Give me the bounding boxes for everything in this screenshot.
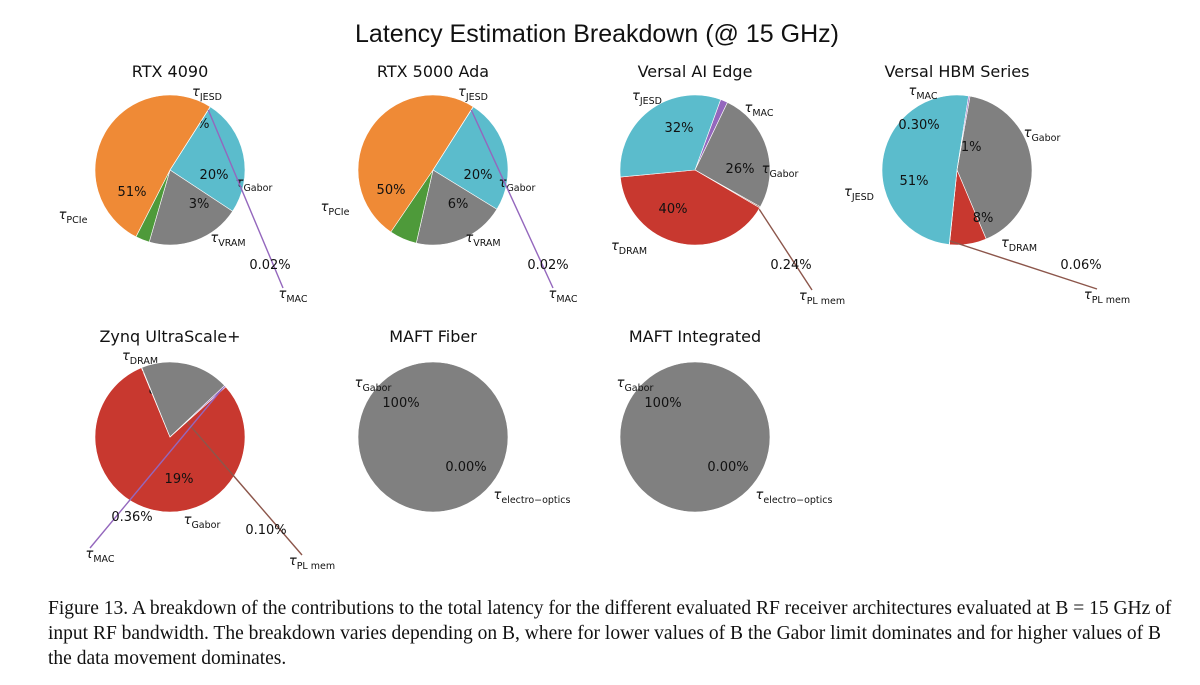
slice-name-label: τGabor — [184, 513, 221, 531]
slice-name-label: τJESD — [632, 89, 662, 107]
pie-slice-mac — [432, 106, 474, 171]
slice-percent-label: 40% — [659, 202, 688, 217]
slice-percent-label: 26% — [726, 162, 755, 177]
latency-breakdown-figure: Latency Estimation Breakdown (@ 15 GHz) … — [59, 20, 1131, 572]
slice-name-label: τDRAM — [611, 239, 647, 257]
slice-percent-label: 0.30% — [898, 118, 939, 133]
pie-title: RTX 4090 — [132, 62, 209, 81]
pie-slice-gabor — [694, 101, 771, 208]
pie-chart-4: Versal HBM Series41%τGabor8%τDRAM0.06%τP… — [844, 62, 1130, 306]
slice-name-label: τelectro−optics — [494, 488, 571, 506]
slice-percent-label: 51% — [900, 174, 929, 189]
slice-name-label: τPL mem — [1084, 288, 1130, 306]
slice-percent-label: 51% — [118, 185, 147, 200]
pie-title: Versal AI Edge — [638, 62, 753, 81]
slice-leader-line — [470, 109, 554, 289]
slice-percent-label: 19% — [165, 472, 194, 487]
slice-percent-label: 32% — [665, 121, 694, 136]
slice-percent-label: 0.24% — [770, 258, 811, 273]
pie-title: MAFT Integrated — [629, 327, 761, 346]
slice-name-label: τJESD — [844, 185, 874, 203]
slice-name-label: τVRAM — [465, 231, 500, 249]
pie-slice-gabor — [357, 361, 509, 513]
slice-leader-line — [89, 388, 223, 549]
pie-slice-mac — [169, 106, 211, 171]
slice-name-label: τGabor — [1024, 126, 1061, 144]
slice-name-label: τPCIe — [59, 208, 88, 226]
slice-name-label: τPL mem — [289, 554, 335, 572]
pie-chart-3: Versal AI Edge1.57%τMAC26%τGabor0.24%τPL… — [611, 62, 845, 307]
slice-name-label: τMAC — [549, 287, 578, 305]
slice-name-label: τDRAM — [1001, 236, 1037, 254]
figure-caption: Figure 13. A breakdown of the contributi… — [48, 598, 1172, 669]
pie-slice-gabor — [956, 95, 1033, 240]
slice-name-label: τMAC — [909, 84, 938, 102]
pie-slice-pcie — [94, 94, 211, 238]
pie-title: RTX 5000 Ada — [377, 62, 489, 81]
pie-chart-1: RTX 409025%τJESD20%τGabor3%τVRAM51%τPCIe… — [59, 62, 308, 305]
slice-percent-label: 6% — [448, 197, 469, 212]
slice-leader-line — [207, 109, 284, 289]
slice-percent-label: 20% — [200, 168, 229, 183]
slice-percent-label: 0.02% — [249, 258, 290, 273]
slice-percent-label: 20% — [464, 168, 493, 183]
pie-slice-jesd — [881, 94, 969, 245]
slice-percent-label: 50% — [377, 183, 406, 198]
slice-name-label: τMAC — [745, 101, 774, 119]
slice-percent-label: 0.02% — [527, 258, 568, 273]
slice-percent-label: 0.06% — [1060, 258, 1101, 273]
pie-slice-dram — [620, 169, 761, 246]
slice-leader-line — [756, 205, 813, 291]
pie-chart-2: RTX 5000 Ada25%τJESD20%τGabor6%τVRAM50%τ… — [321, 62, 578, 305]
pie-slice-gabor — [619, 361, 771, 513]
pie-slice-jesd — [169, 106, 246, 212]
pie-slice-mac — [956, 95, 971, 171]
pie-chart-7: MAFT Integrated100%τGabor0.00%τelectro−o… — [617, 327, 833, 513]
pie-title: MAFT Fiber — [389, 327, 477, 346]
slice-percent-label: 3% — [189, 197, 210, 212]
slice-name-label: τVRAM — [210, 231, 245, 249]
slice-percent-label: 8% — [973, 211, 994, 226]
slice-percent-label: 0.10% — [245, 523, 286, 538]
slice-percent-label: 0.36% — [111, 510, 152, 525]
slice-percent-label: 100% — [382, 396, 419, 411]
slice-percent-label: 100% — [644, 396, 681, 411]
slice-name-label: τPL mem — [799, 289, 845, 307]
slice-percent-label: 0.00% — [707, 460, 748, 475]
pie-slice-jesd — [619, 94, 722, 178]
slice-name-label: τPCIe — [321, 200, 350, 218]
slice-name-label: τelectro−optics — [756, 488, 833, 506]
pie-slice-gabor — [141, 361, 226, 438]
pie-slice-jesd — [432, 106, 509, 210]
pie-title: Zynq UltraScale+ — [99, 327, 240, 346]
pie-slice-mac — [169, 385, 227, 438]
pie-slice-pcie — [357, 94, 474, 233]
pie-title: Versal HBM Series — [885, 62, 1030, 81]
slice-name-label: τJESD — [458, 85, 488, 103]
pie-slice-dram — [94, 367, 246, 513]
slice-leader-line — [949, 240, 1098, 290]
pie-slice-gabor — [148, 169, 234, 246]
slice-name-label: τMAC — [86, 547, 115, 565]
figure-title: Latency Estimation Breakdown (@ 15 GHz) — [355, 20, 839, 48]
pie-slice-gabor — [415, 169, 498, 246]
slice-percent-label: 0.00% — [445, 460, 486, 475]
slice-name-label: τMAC — [279, 287, 308, 305]
